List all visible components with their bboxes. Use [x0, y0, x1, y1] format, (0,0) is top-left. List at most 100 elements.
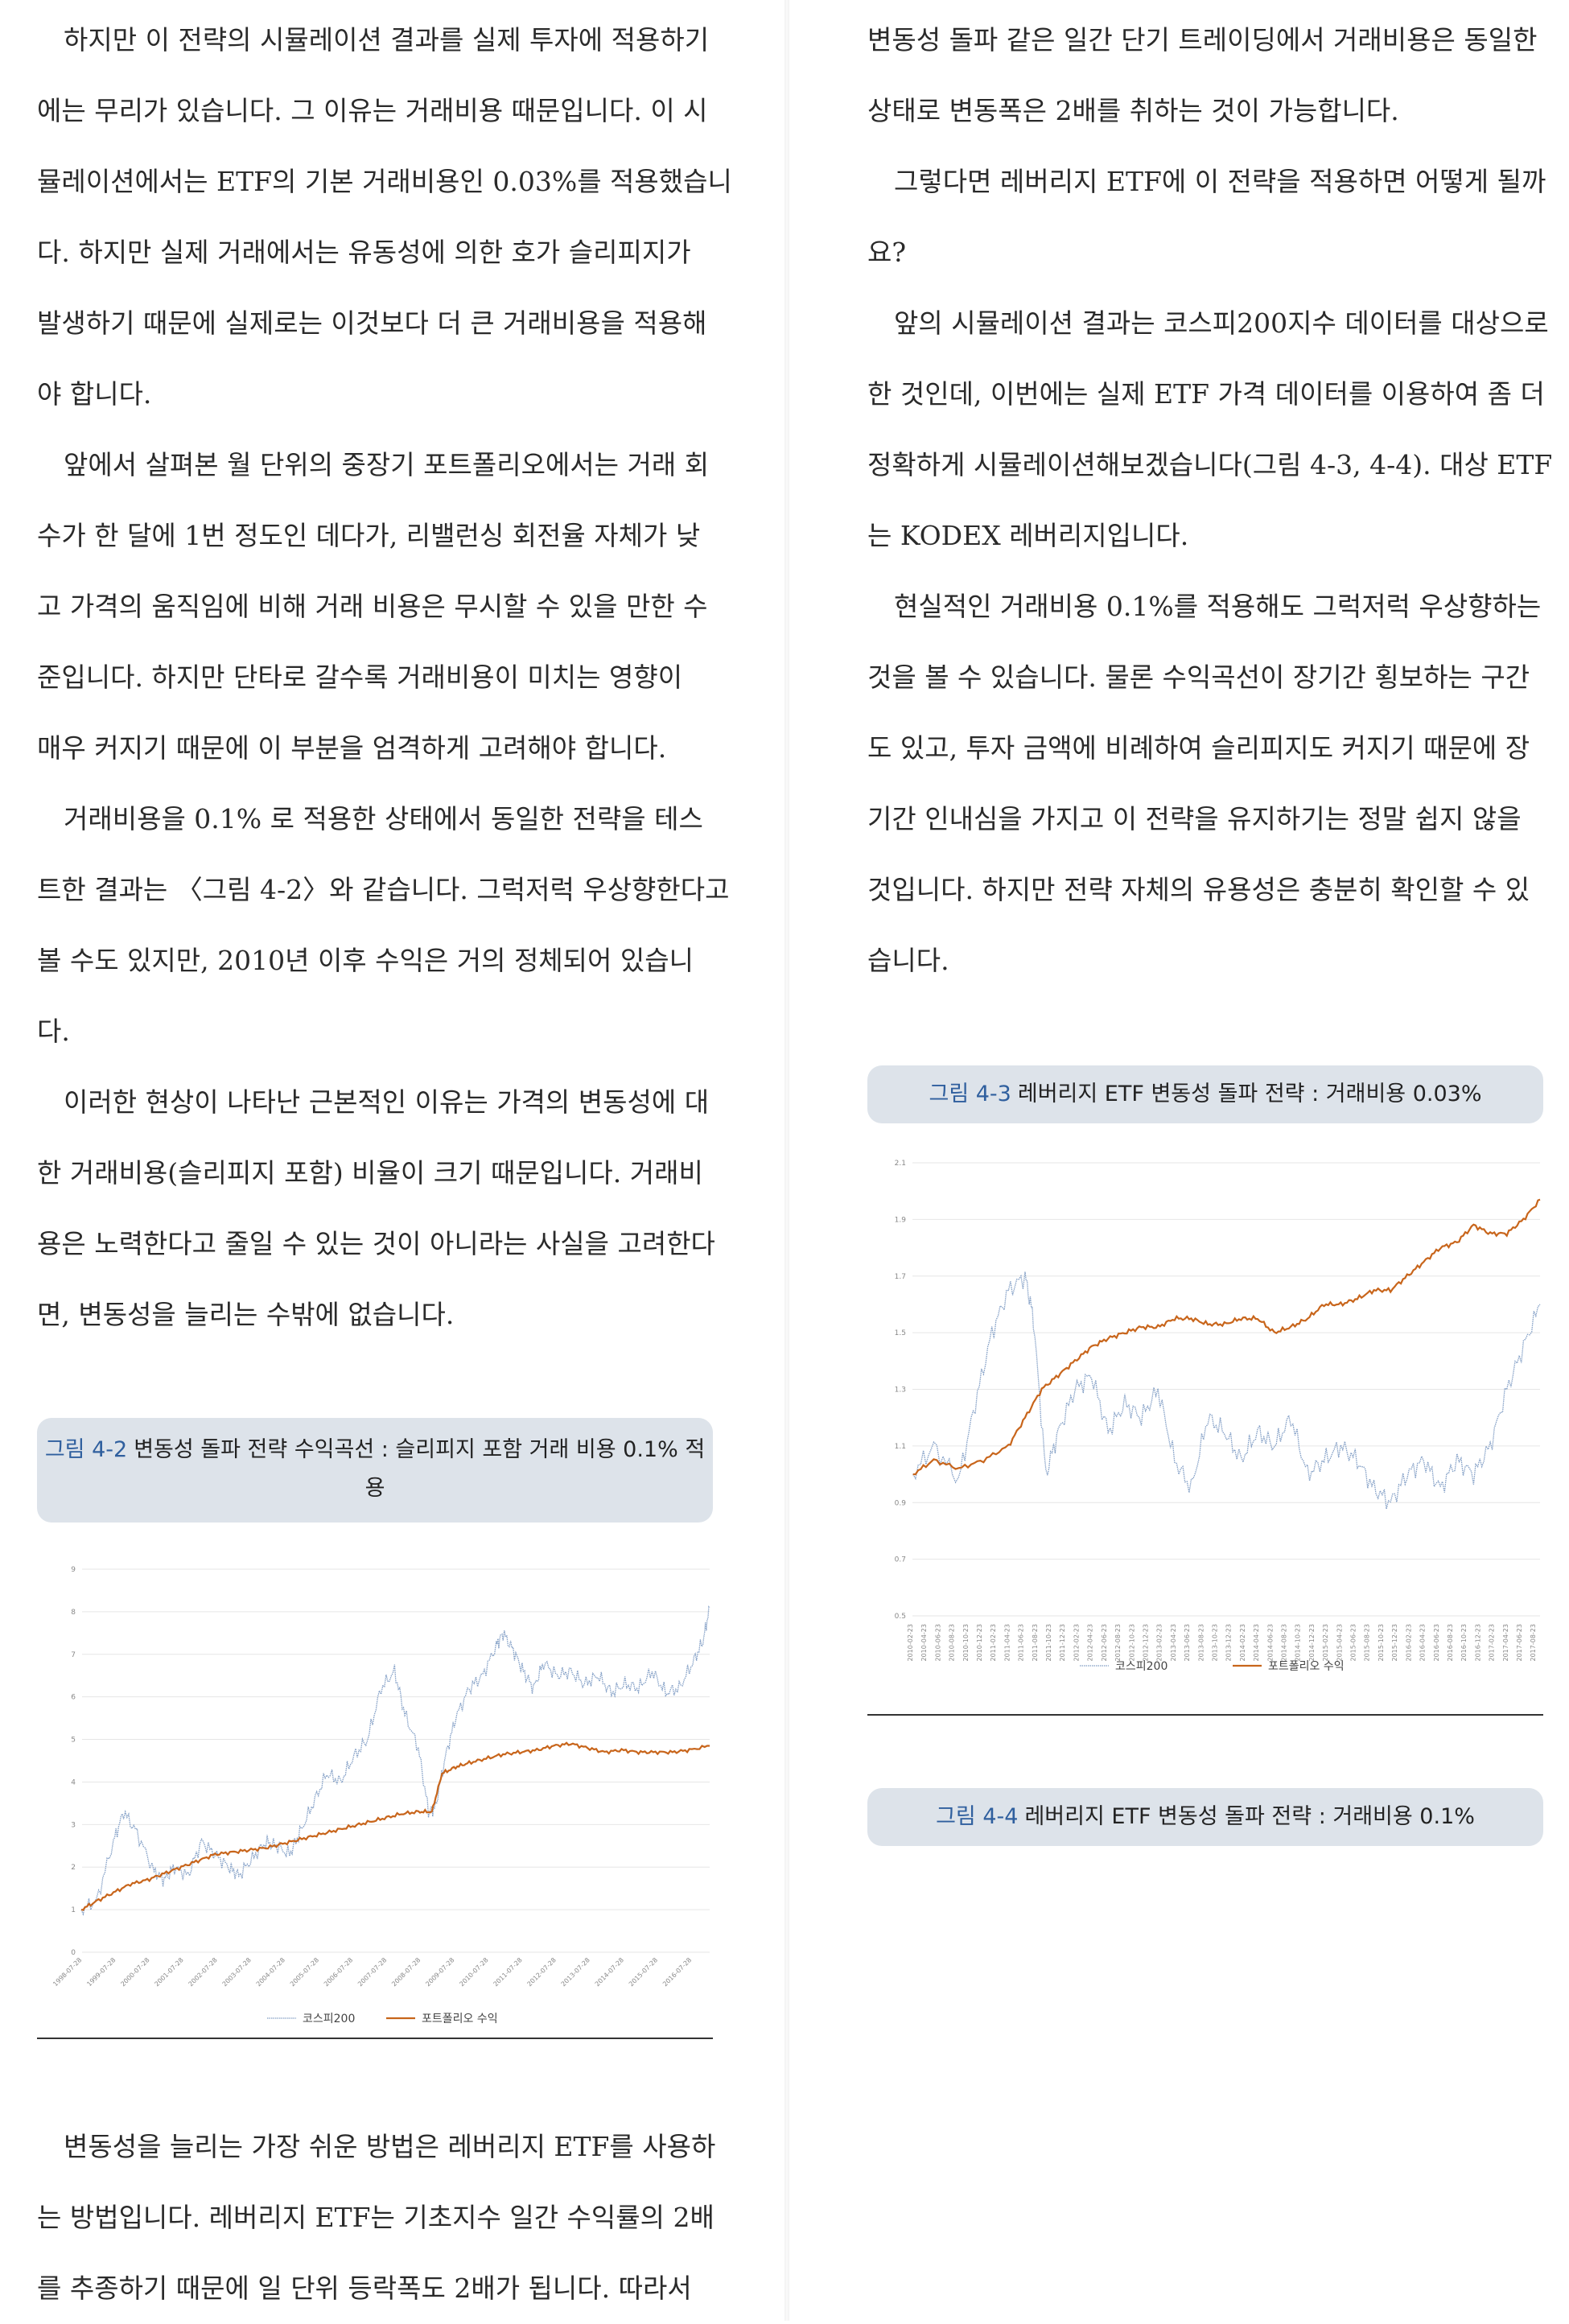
- x-tick-label: 2013-07-28: [560, 1956, 591, 1988]
- x-tick-label: 2010-12-23: [976, 1624, 983, 1662]
- text-line: 한 거래비용(슬리피지 포함) 비율이 크기 때문입니다. 거래비: [37, 1157, 703, 1189]
- text-line: 고 가격의 움직임에 비해 거래 비용은 무시할 수 있을 만한 수: [37, 591, 708, 622]
- x-tick-label: 2015-06-23: [1350, 1624, 1357, 1662]
- left-paragraph-5: 변동성을 늘리는 가장 쉬운 방법은 레버리지 ETF를 사용하 는 방법입니다…: [37, 2112, 716, 2324]
- x-tick-label: 2014-06-23: [1266, 1624, 1274, 1662]
- x-tick-label: 2016-10-23: [1460, 1624, 1468, 1662]
- left-paragraph-2: 앞에서 살펴본 월 단위의 중장기 포트폴리오에서는 거래 회 수가 한 달에 …: [37, 430, 713, 784]
- figure-4-4-caption: 그림 4-4 레버리지 ETF 변동성 돌파 전략 : 거래비용 0.1%: [867, 1788, 1543, 1846]
- x-tick-label: 2010-04-23: [920, 1624, 928, 1662]
- text-line: 수가 한 달에 1번 정도인 데다가, 리밸런싱 회전율 자체가 낮: [37, 520, 701, 551]
- y-tick-label: 0.7: [895, 1556, 906, 1564]
- y-tick-label: 1.9: [895, 1216, 907, 1224]
- text-line: 요?: [867, 237, 907, 268]
- x-tick-label: 2014-12-23: [1308, 1624, 1316, 1662]
- y-tick-label: 8: [71, 1609, 76, 1617]
- x-tick-label: 2011-10-23: [1045, 1624, 1052, 1662]
- left-paragraph-4: 이러한 현상이 나타난 근본적인 이유는 가격의 변동성에 대 한 거래비용(슬…: [37, 1067, 715, 1350]
- x-tick-label: 2003-07-28: [221, 1956, 253, 1988]
- x-tick-label: 2016-07-28: [661, 1956, 693, 1988]
- legend-label: 코스피200: [1115, 1660, 1167, 1673]
- x-tick-label: 2011-04-23: [1003, 1624, 1011, 1662]
- x-tick-label: 2012-07-28: [526, 1956, 558, 1988]
- x-tick-label: 2016-12-23: [1474, 1624, 1481, 1662]
- text-line: 면, 변동성을 늘리는 수밖에 없습니다.: [37, 1299, 455, 1330]
- right-paragraph-1: 변동성 돌파 같은 일간 단기 트레이딩에서 거래비용은 동일한 상태로 변동폭…: [867, 5, 1543, 146]
- y-tick-label: 4: [71, 1778, 76, 1786]
- text-line: 하지만 이 전략의 시뮬레이션 결과를 실제 투자에 적용하기: [64, 24, 710, 56]
- x-tick-label: 2006-07-28: [323, 1956, 354, 1988]
- x-tick-label: 2011-08-23: [1032, 1624, 1039, 1662]
- x-tick-label: 2015-04-23: [1336, 1624, 1343, 1662]
- y-tick-label: 0: [71, 1949, 76, 1957]
- text-line: 변동성을 늘리는 가장 쉬운 방법은 레버리지 ETF를 사용하: [64, 2131, 716, 2162]
- text-line: 트한 결과는 〈그림 4-2〉와 같습니다. 그럭저럭 우상향한다고: [37, 874, 730, 905]
- series-line-kospi200: [912, 1271, 1541, 1510]
- y-tick-label: 1.3: [895, 1387, 906, 1395]
- x-tick-label: 2014-07-28: [594, 1956, 625, 1988]
- text-line: 볼 수도 있지만, 2010년 이후 수익은 거의 정체되어 있습니: [37, 945, 694, 976]
- figure-4-2-caption: 그림 4-2 변동성 돌파 전략 수익곡선 : 슬리피지 포함 거래 비용 0.1…: [37, 1418, 713, 1523]
- text-line: 현실적인 거래비용 0.1%를 적용해도 그럭저럭 우상향하는: [894, 591, 1542, 622]
- x-tick-label: 2012-10-23: [1128, 1624, 1135, 1662]
- y-tick-label: 1.5: [895, 1329, 906, 1337]
- x-tick-label: 2010-02-23: [907, 1624, 914, 1662]
- x-tick-label: 2011-07-28: [492, 1956, 524, 1988]
- text-line: 한 것인데, 이번에는 실제 ETF 가격 데이터를 이용하여 좀 더: [867, 378, 1545, 410]
- series-line-portfolio: [80, 1741, 710, 1911]
- text-line: 정확하게 시뮬레이션해보겠습니다(그림 4-3, 4-4). 대상 ETF: [867, 449, 1553, 480]
- page-gutter: [784, 0, 789, 2321]
- x-tick-label: 2012-08-23: [1114, 1624, 1122, 1662]
- text-line: 앞의 시뮬레이션 결과는 코스피200지수 데이터를 대상으로: [894, 307, 1549, 339]
- x-tick-label: 2014-02-23: [1239, 1624, 1246, 1662]
- x-tick-label: 2017-06-23: [1516, 1624, 1523, 1662]
- x-tick-label: 2017-08-23: [1530, 1624, 1537, 1662]
- figure-number: 그림 4-4: [936, 1804, 1019, 1829]
- x-tick-label: 1999-07-28: [85, 1956, 117, 1988]
- right-paragraph-2: 그렇다면 레버리지 ETF에 이 전략을 적용하면 어떻게 될까 요?: [867, 146, 1546, 288]
- text-line: 에는 무리가 있습니다. 그 이유는 거래비용 때문입니다. 이 시: [37, 95, 708, 126]
- x-tick-label: 2016-06-23: [1433, 1624, 1440, 1662]
- x-tick-label: 2016-02-23: [1405, 1624, 1412, 1662]
- legend-label: 코스피200: [303, 2013, 355, 2025]
- left-paragraph-3: 거래비용을 0.1% 로 적용한 상태에서 동일한 전략을 테스 트한 결과는 …: [37, 784, 730, 1067]
- x-tick-label: 2001-07-28: [153, 1956, 184, 1988]
- x-tick-label: 2011-02-23: [990, 1624, 997, 1662]
- x-tick-label: 2012-06-23: [1101, 1624, 1108, 1662]
- y-tick-label: 5: [71, 1737, 76, 1745]
- figure-4-2-chart: 0 1 2 3 4 5 6 7 8 9 1998-07-28 1999-07-28 2000-07-28…: [51, 1566, 710, 2025]
- text-line: 앞에서 살펴본 월 단위의 중장기 포트폴리오에서는 거래 회: [64, 449, 710, 480]
- y-tick-label: 6: [71, 1694, 76, 1702]
- x-tick-label: 2000-07-28: [119, 1956, 150, 1988]
- x-tick-label: 2010-08-23: [949, 1624, 956, 1662]
- x-tick-label: 2007-07-28: [356, 1956, 388, 1988]
- y-tick-label: 2.1: [895, 1160, 906, 1168]
- text-line: 는 방법입니다. 레버리지 ETF는 기초지수 일간 수익률의 2배: [37, 2202, 714, 2233]
- text-line: 야 합니다.: [37, 378, 152, 410]
- figure-title: 레버리지 ETF 변동성 돌파 전략 : 거래비용 0.1%: [1024, 1804, 1475, 1829]
- text-line: 상태로 변동폭은 2배를 취하는 것이 가능합니다.: [867, 95, 1399, 126]
- x-tick-label: 2011-06-23: [1018, 1624, 1025, 1662]
- x-tick-label: 2013-06-23: [1184, 1624, 1191, 1662]
- series-line-portfolio: [912, 1198, 1541, 1476]
- text-line: 그렇다면 레버리지 ETF에 이 전략을 적용하면 어떻게 될까: [894, 166, 1546, 197]
- y-tick-label: 0.5: [895, 1613, 906, 1621]
- y-tick-label: 3: [71, 1821, 76, 1829]
- figure-4-2-caption-line-1: 그림 4-2 변동성 돌파 전략 수익곡선 : 슬리피지 포함 거래 비용 0.1…: [37, 1431, 713, 1469]
- left-paragraph-1: 하지만 이 전략의 시뮬레이션 결과를 실제 투자에 적용하기 에는 무리가 있…: [37, 5, 732, 430]
- x-tick-label: 2010-07-28: [458, 1956, 489, 1988]
- text-line: 도 있고, 투자 금액에 비례하여 슬리피지도 커지기 때문에 장: [867, 732, 1530, 764]
- y-tick-label: 1: [71, 1906, 76, 1914]
- x-tick-label: 2014-04-23: [1253, 1624, 1260, 1662]
- x-tick-label: 2017-02-23: [1489, 1624, 1496, 1662]
- x-tick-label: 2008-07-28: [390, 1956, 422, 1988]
- x-tick-label: 2015-02-23: [1322, 1624, 1329, 1662]
- figure-4-2-divider: [37, 2038, 713, 2039]
- figure-4-3-divider: [867, 1714, 1543, 1716]
- x-tick-label: 2016-08-23: [1447, 1624, 1454, 1662]
- y-tick-label: 2: [71, 1864, 76, 1872]
- x-tick-label: 2015-10-23: [1378, 1624, 1385, 1662]
- x-tick-label: 2013-12-23: [1225, 1624, 1233, 1662]
- y-tick-label: 1.1: [895, 1443, 906, 1451]
- figure-4-3-caption: 그림 4-3 레버리지 ETF 변동성 돌파 전략 : 거래비용 0.03%: [867, 1065, 1543, 1123]
